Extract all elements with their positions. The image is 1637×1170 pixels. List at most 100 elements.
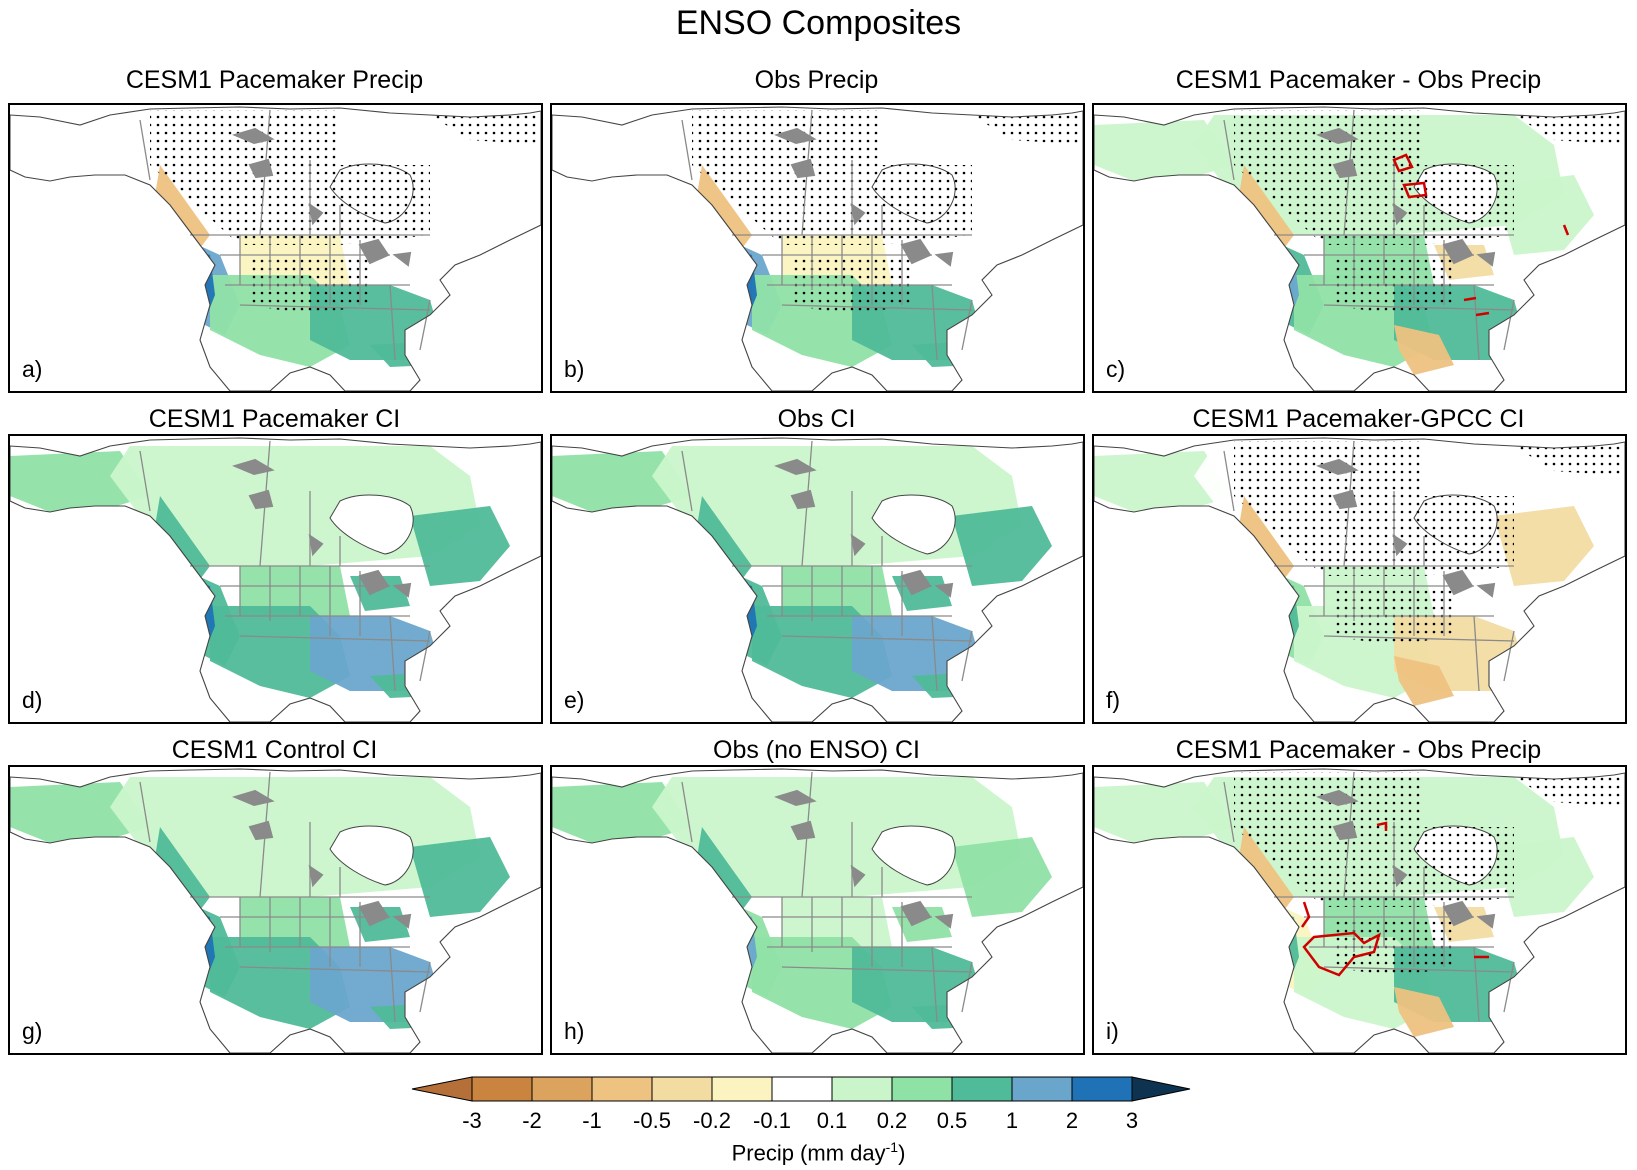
precip-field [552,777,1052,1029]
panel-c-title: CESM1 Pacemaker - Obs Precip [1175,66,1542,94]
colorbar-tick-label: -0.5 [633,1108,671,1133]
coastline [10,768,541,1053]
colorbar-swatch [771,1076,833,1102]
colorbar-under-triangle [411,1076,473,1102]
colorbar-label-end: ) [898,1140,906,1166]
colorbar-swatch [531,1076,593,1102]
coastline [1094,106,1625,391]
colorbar-swatch [711,1076,773,1102]
hudson-bay [329,825,414,886]
precip-region [552,782,692,843]
great-lakes [1316,458,1496,598]
panel-b-label: b) [564,356,585,382]
significance-contour [1300,821,1489,977]
panel-d-map: d) [8,434,543,724]
coastline [552,106,1083,391]
panel-f-title: CESM1 Pacemaker-GPCC CI [1192,405,1525,433]
precip-region [552,451,692,512]
precip-region [240,566,350,616]
colorbar-tick-label: -0.1 [753,1108,791,1133]
coastline [552,768,1083,1053]
precip-region [552,120,692,181]
precip-region [1494,175,1594,255]
stipple-north [1234,441,1514,576]
colorbar-tick-label: -0.2 [693,1108,731,1133]
colorbar-swatch [471,1076,533,1102]
precip-region [1094,120,1234,181]
hudson-bay [329,494,414,555]
precip-field [552,446,1052,698]
colorbar-tick-label: 0.2 [876,1108,908,1133]
precip-region [782,897,892,947]
great-lakes [232,127,412,267]
coastline [1094,768,1625,1053]
precip-region [155,165,210,255]
panel-e-label: e) [564,687,585,713]
colorbar-over-triangle [1131,1076,1191,1102]
precip-region [10,782,150,843]
panel-e-map: e) [550,434,1085,724]
precip-region [1094,451,1234,512]
panel-h-map: h) [550,765,1085,1055]
precip-region [1394,325,1454,375]
panel-h-title: Obs (no ENSO) CI [713,736,920,764]
precip-region [952,506,1052,586]
map-canvas [1094,437,1625,722]
significance-stipple [150,110,541,315]
colorbar-swatch [951,1076,1013,1102]
panel-c-label: c) [1106,356,1126,382]
colorbar-tick-label: 2 [1065,1108,1079,1133]
precip-region [155,496,210,586]
map-canvas [10,106,541,391]
precip-region [240,897,350,947]
significance-stipple [1234,772,1625,977]
colorbar-tick-label: -3 [462,1108,482,1133]
precip-region [1239,165,1294,255]
map-canvas [552,437,1083,722]
colorbar-swatch [891,1076,953,1102]
panel-e-title: Obs CI [777,405,856,433]
colorbar-swatch [591,1076,653,1102]
precip-region [1239,496,1294,586]
panel-a-map: a) [8,103,543,393]
panel-a-label: a) [22,356,43,382]
great-lakes [1316,789,1496,929]
great-lakes [774,458,954,598]
coastline [1094,437,1625,722]
map-canvas [10,768,541,1053]
figure-title: ENSO Composites [675,4,962,42]
colorbar-tick-label: 1 [1005,1108,1019,1133]
great-lakes [232,789,412,929]
panel-c-map: c) [1092,103,1627,393]
stipple-north [1234,110,1514,245]
precip-region [1394,987,1454,1037]
colorbar-swatch [831,1076,893,1102]
stipple-northeast [430,115,541,145]
significance-contour [1392,153,1570,317]
stipple-northeast [1514,446,1625,476]
panel-f-map: f) [1092,434,1627,724]
precip-region [1494,837,1594,917]
coastline [10,437,541,722]
colorbar-tick-label: 3 [1125,1108,1139,1133]
colorbar-swatch [651,1076,713,1102]
stipple-north [1234,772,1514,907]
panel-i-title: CESM1 Pacemaker - Obs Precip [1175,736,1542,764]
colorbar [411,1076,1191,1102]
stipple-north [150,110,430,245]
precip-region [782,566,892,616]
colorbar-tick-label: 0.5 [936,1108,968,1133]
precip-region [10,451,150,512]
great-lakes [232,458,412,598]
stipple-north [692,110,972,245]
precip-region [410,506,510,586]
panel-g-label: g) [22,1018,43,1044]
map-canvas [552,106,1083,391]
colorbar-label-text: Precip (mm day [731,1140,886,1166]
stipple-northeast [972,115,1083,145]
precip-region [1239,827,1294,917]
coastline [552,437,1083,722]
panel-i-label: i) [1106,1018,1119,1044]
map-canvas [1094,768,1625,1053]
colorbar-tick-label: -1 [582,1108,602,1133]
